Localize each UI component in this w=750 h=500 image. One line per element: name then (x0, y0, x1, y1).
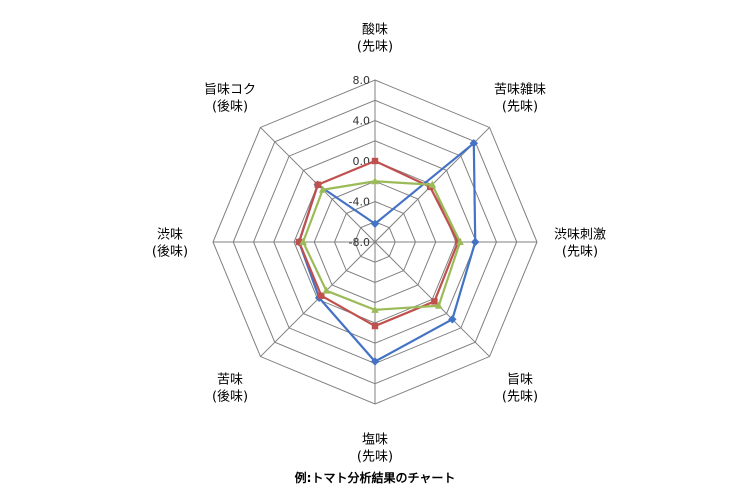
axis-label-4-line-1: (先味) (357, 450, 393, 465)
series-2-point-3 (434, 301, 443, 309)
tick-label-1: 4.0 (353, 115, 371, 128)
axis-label-0-line-0: 酸味 (362, 23, 388, 38)
axis-label-5-line-1: (後味) (212, 389, 248, 404)
series-1-point-5 (318, 292, 325, 299)
axis-label-6-line-1: (後味) (152, 245, 188, 260)
axis-label-7-line-0: 旨味コク (204, 83, 256, 98)
series-1 (295, 157, 462, 330)
series-2-point-7 (318, 185, 327, 193)
series-1-point-7 (314, 181, 321, 188)
tick-layer: 8.04.00.0-4.0-8.0 (349, 74, 370, 249)
series-2-point-5 (322, 286, 331, 294)
series-0-point-1 (469, 138, 479, 148)
axis-label-1: 苦味雑味 (先味) (494, 82, 546, 115)
axis-label-2-line-1: (先味) (562, 245, 598, 260)
series-1-point-0 (371, 157, 379, 165)
axis-label-2-line-0: 渋味刺激 (554, 228, 606, 243)
axis-label-7-line-1: (後味) (212, 100, 248, 115)
series-2-point-4 (371, 305, 379, 313)
axis-label-3-line-0: 旨味 (507, 372, 533, 387)
series-0-point-0 (370, 219, 380, 228)
axis-label-5: 苦味 (後味) (212, 371, 248, 404)
axis-label-4: 塩味 (先味) (357, 433, 393, 465)
axis-label-0-line-1: (先味) (357, 40, 393, 55)
axis-label-3: 旨味 (先味) (502, 372, 538, 404)
axis-label-1-line-1: (先味) (502, 100, 538, 115)
series-2-point-1 (428, 180, 437, 188)
series-2-point-6 (299, 237, 307, 245)
series-0-point-4 (370, 357, 380, 366)
axis-label-5-line-0: 苦味 (217, 371, 243, 387)
axis-label-layer: 酸味 (先味) 苦味雑味 (先味) 渋味刺激 (先味) 旨味 (先味) 塩味 (先味) 苦味 (後味)… (152, 23, 606, 465)
series-2-point-2 (456, 237, 464, 245)
series-0-point-3 (448, 315, 457, 324)
tick-label-4: -8.0 (349, 236, 370, 249)
chart-caption: 例:トマト分析結果のチャート (295, 470, 456, 485)
tick-label-0: 8.0 (353, 74, 371, 87)
series-2 (299, 177, 464, 313)
axis-label-0: 酸味 (先味) (357, 23, 393, 55)
series-layer (294, 138, 480, 366)
axis-label-7: 旨味コク (後味) (204, 83, 256, 115)
axis-label-6: 渋味 (後味) (152, 228, 188, 260)
series-1-point-6 (295, 238, 303, 246)
axis-label-2: 渋味刺激 (先味) (554, 228, 606, 260)
grid-layer (212, 79, 538, 405)
series-1-point-4 (371, 322, 379, 330)
series-2-point-0 (371, 177, 379, 185)
axis-label-1-line-0: 苦味雑味 (494, 82, 546, 98)
axis-label-3-line-1: (先味) (502, 389, 538, 404)
series-0-point-2 (471, 237, 480, 247)
axis-label-4-line-0: 塩味 (362, 433, 388, 448)
tick-label-3: -4.0 (349, 196, 370, 209)
series-1-point-3 (431, 298, 438, 305)
axis-label-6-line-0: 渋味 (157, 228, 183, 243)
